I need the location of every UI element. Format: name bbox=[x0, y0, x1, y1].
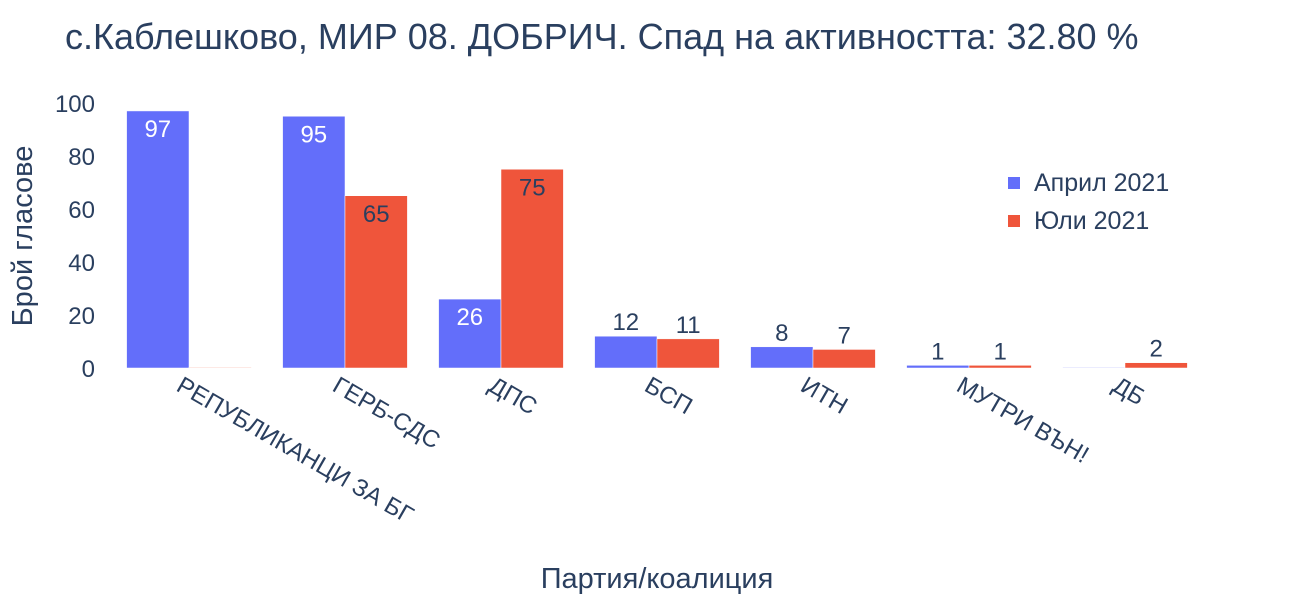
x-axis-title: Партия/коалиция bbox=[541, 563, 774, 595]
bar-label-0-1: 95 bbox=[300, 121, 327, 148]
bar-0-4[interactable] bbox=[750, 346, 814, 369]
legend-label-july: Юли 2021 bbox=[1034, 206, 1150, 235]
x-tick-label-2: ДПС bbox=[484, 372, 542, 421]
bar-label-0-4: 8 bbox=[775, 320, 788, 347]
bar-label-1-6: 2 bbox=[1150, 336, 1163, 363]
bar-1-6[interactable] bbox=[1124, 362, 1188, 369]
bar-label-1-4: 7 bbox=[838, 322, 851, 349]
bar-label-0-2: 26 bbox=[456, 304, 483, 331]
bar-label-0-3: 12 bbox=[612, 309, 639, 336]
bar-1-3[interactable] bbox=[656, 338, 720, 369]
x-tick-label-6: ДБ bbox=[1108, 372, 1149, 411]
legend: Април 2021 Юли 2021 bbox=[1008, 164, 1169, 240]
bar-0-0[interactable] bbox=[126, 110, 190, 369]
bar-label-1-5: 1 bbox=[994, 338, 1007, 365]
y-tick-label-3: 60 bbox=[68, 197, 95, 224]
y-axis-title: Брой гласове bbox=[7, 146, 39, 327]
bar-label-1-1: 65 bbox=[363, 201, 390, 228]
bar-1-5[interactable] bbox=[968, 365, 1032, 369]
legend-item-july[interactable]: Юли 2021 bbox=[1008, 202, 1169, 240]
bar-0-5[interactable] bbox=[906, 365, 970, 369]
bar-label-0-5: 1 bbox=[931, 338, 944, 365]
x-tick-label-3: БСП bbox=[640, 372, 697, 420]
x-tick-label-1: ГЕРБ-СДС bbox=[328, 372, 445, 455]
bar-0-6[interactable] bbox=[1062, 367, 1126, 369]
bar-0-2[interactable] bbox=[438, 298, 502, 369]
bar-0-1[interactable] bbox=[282, 116, 346, 369]
bar-label-1-2: 75 bbox=[519, 174, 546, 201]
legend-item-april[interactable]: Април 2021 bbox=[1008, 164, 1169, 202]
legend-swatch-april bbox=[1008, 177, 1020, 189]
y-tick-label-4: 80 bbox=[68, 144, 95, 171]
bar-label-0-0: 97 bbox=[144, 116, 171, 143]
y-axis: 0 20 40 60 80 100 bbox=[55, 91, 95, 383]
bars bbox=[126, 110, 1188, 369]
bar-1-2[interactable] bbox=[500, 169, 564, 369]
y-tick-label-1: 20 bbox=[68, 303, 95, 330]
x-tick-label-4: ИТН bbox=[796, 372, 852, 420]
bar-label-1-3: 11 bbox=[676, 312, 701, 339]
bar-1-1[interactable] bbox=[344, 195, 408, 369]
bar-1-0[interactable] bbox=[188, 367, 252, 369]
x-tick-label-5: МУТРИ ВЪН! bbox=[952, 372, 1093, 469]
y-tick-label-5: 100 bbox=[55, 91, 95, 118]
legend-swatch-july bbox=[1008, 215, 1020, 227]
chart-title: с.Каблешково, МИР 08. ДОБРИЧ. Спад на ак… bbox=[65, 16, 1139, 57]
bar-0-3[interactable] bbox=[594, 335, 658, 369]
bar-1-4[interactable] bbox=[812, 349, 876, 369]
y-tick-label-0: 0 bbox=[82, 356, 95, 383]
y-tick-label-2: 40 bbox=[68, 250, 95, 277]
legend-label-april: Април 2021 bbox=[1034, 168, 1170, 197]
